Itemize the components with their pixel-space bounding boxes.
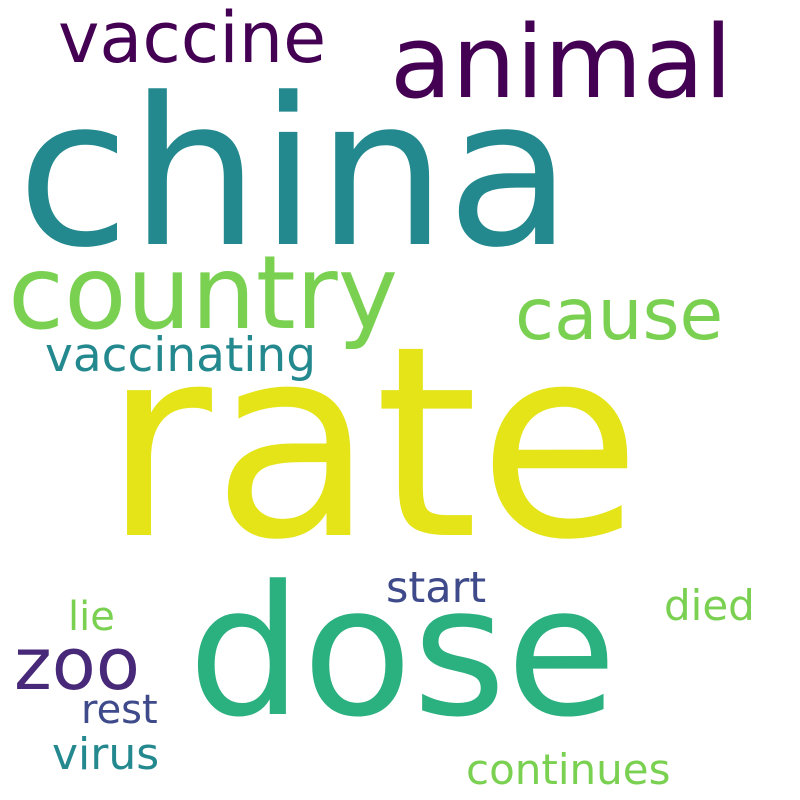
word-lie: lie	[68, 594, 115, 640]
word-zoo: zoo	[14, 622, 140, 706]
word-animal: animal	[390, 3, 733, 121]
word-rate: rate	[103, 290, 642, 598]
word-start: start	[386, 563, 487, 613]
word-rest: rest	[81, 687, 158, 733]
word-continues: continues	[466, 745, 671, 794]
word-vaccine: vaccine	[58, 0, 327, 79]
word-died: died	[664, 581, 755, 630]
word-china: china	[17, 55, 573, 293]
word-country: country	[8, 234, 399, 353]
word-dose: dose	[188, 548, 617, 757]
word-vaccinating: vaccinating	[45, 328, 317, 383]
word-cause: cause	[515, 273, 724, 356]
word-virus: virus	[52, 729, 160, 780]
